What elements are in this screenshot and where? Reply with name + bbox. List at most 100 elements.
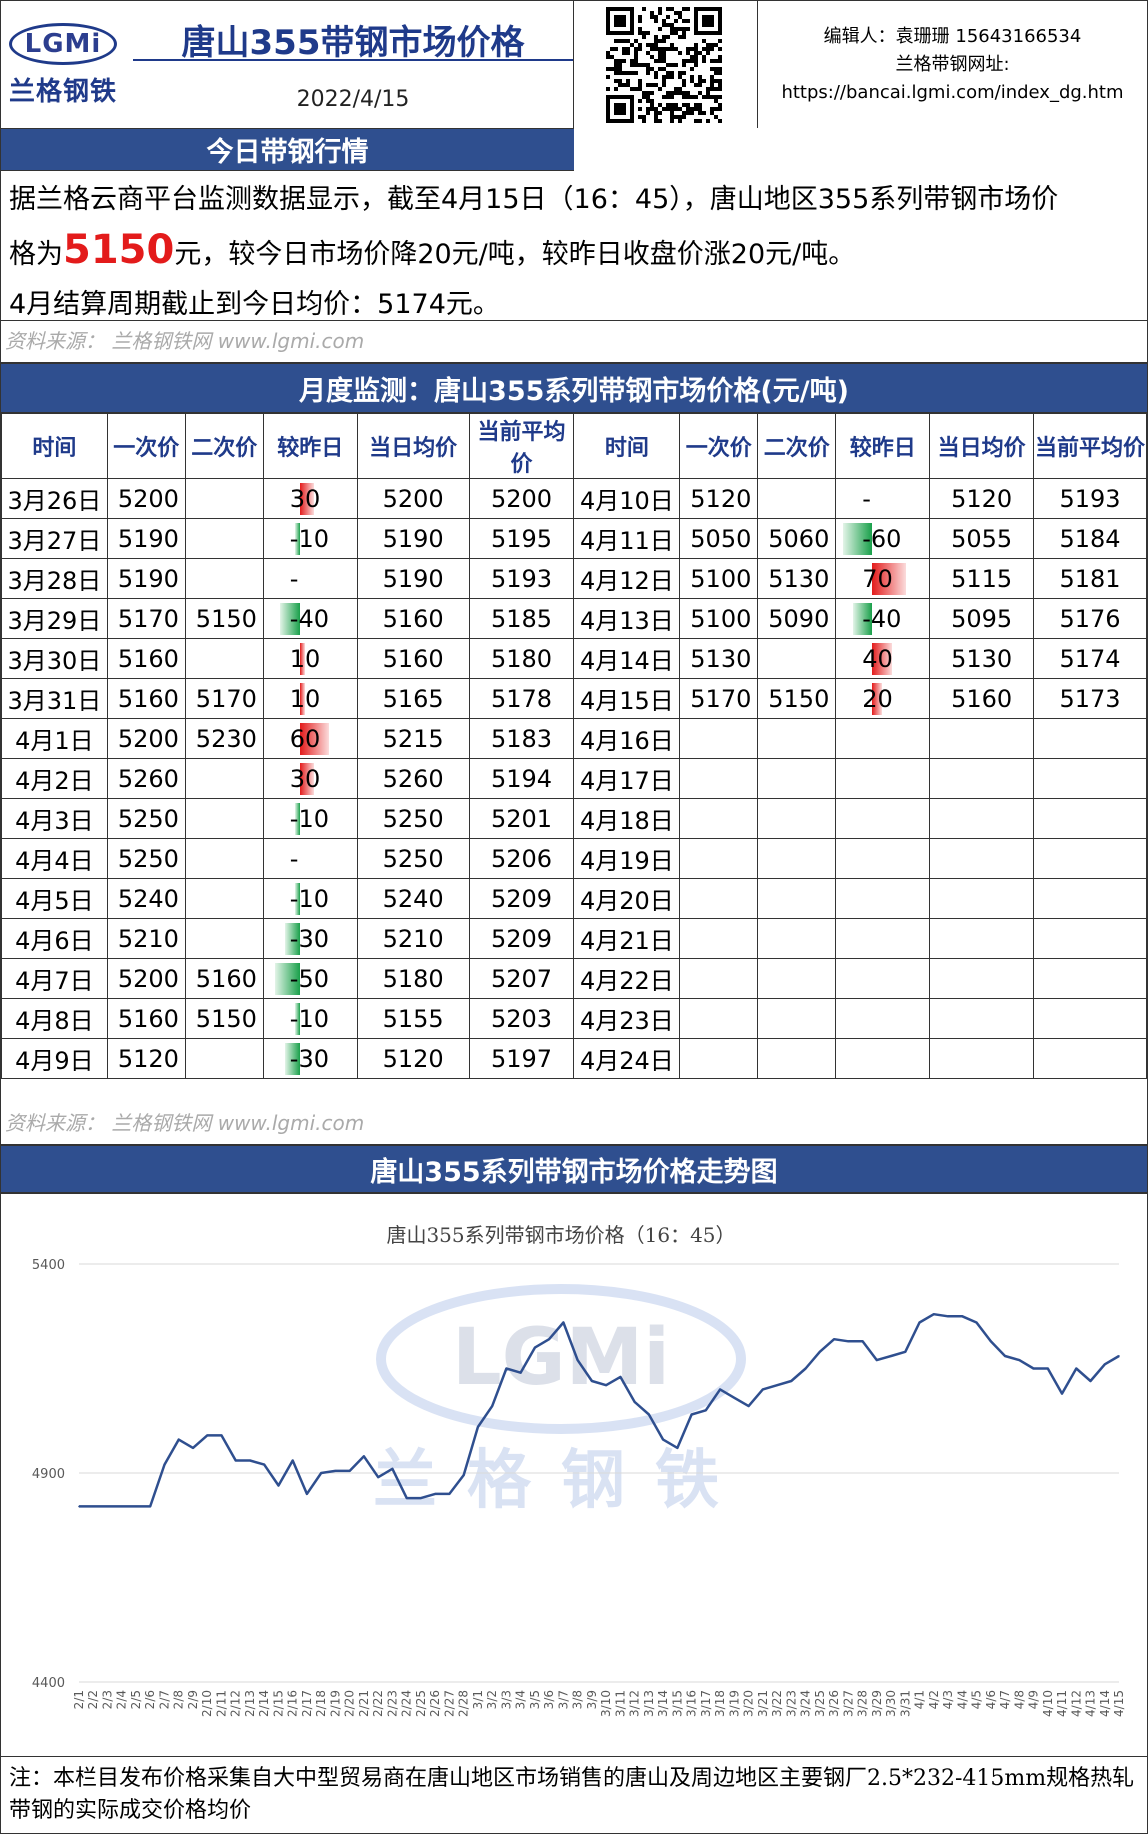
change-cell: 10 — [262, 638, 358, 679]
decrease-bar — [294, 883, 300, 915]
price-cell: 5130 — [679, 638, 759, 679]
change-cell: -40 — [262, 598, 358, 639]
date-cell: 4月19日 — [573, 838, 681, 879]
price-cell — [929, 998, 1035, 1039]
data-point — [420, 1497, 422, 1499]
decrease-bar — [852, 603, 873, 635]
data-point — [505, 1367, 508, 1370]
data-point — [92, 1505, 95, 1508]
change-cell: -10 — [262, 878, 358, 919]
change-cell: 30 — [262, 758, 358, 799]
change-value: -50 — [289, 964, 329, 993]
monthly-price-table: 时间 一次价 二次价 较昨日 当日均价 当前平均价 时间 一次价 二次价 较昨日 当日均价 当前平均价… — [1, 413, 1147, 1079]
table-row: 4月2日 5260 30 5260 5194 4月17日 — [1, 758, 1147, 799]
change-value: 70 — [862, 564, 893, 593]
x-tick-label: 3/20 — [742, 1690, 756, 1717]
price-cell: 5150 — [184, 998, 264, 1039]
x-tick-label: 2/13 — [243, 1690, 257, 1717]
x-tick-label: 4/10 — [1041, 1690, 1055, 1717]
price-cell: 5155 — [356, 998, 470, 1039]
price-cell: 5210 — [356, 918, 470, 959]
trend-chart-svg: LGMi 兰格钢铁 唐山355系列带钢市场价格（16：45） 4400 4900 5400… — [32, 1223, 1126, 1717]
date-cell: 4月24日 — [573, 1038, 681, 1079]
price-cell: 5195 — [468, 518, 575, 559]
price-cell: 5060 — [757, 518, 837, 559]
x-tick-label: 2/7 — [157, 1690, 171, 1709]
change-value: -10 — [289, 1004, 329, 1033]
x-tick-label: 2/17 — [300, 1690, 314, 1717]
data-point — [804, 1367, 807, 1370]
x-tick-label: 2/22 — [371, 1690, 385, 1717]
data-point — [847, 1340, 850, 1343]
change-cell: - — [835, 478, 931, 519]
footnote: 注：本栏目发布价格采集自大中型贸易商在唐山地区市场销售的唐山及周边地区主要钢厂2… — [9, 1766, 1135, 1823]
decrease-bar — [843, 523, 873, 555]
x-tick-label: 3/11 — [613, 1690, 627, 1717]
date-cell: 4月12日 — [573, 558, 681, 599]
data-point — [377, 1476, 379, 1478]
y-tick-label: 5400 — [32, 1258, 65, 1273]
data-point — [120, 1505, 123, 1508]
change-cell: 30 — [262, 478, 358, 519]
price-cell: 5160 — [106, 638, 186, 679]
x-tick-label: 3/28 — [856, 1690, 870, 1717]
site-url[interactable]: https://bancai.lgmi.com/index_dg.htm — [781, 82, 1124, 103]
price-cell: 5120 — [106, 1038, 186, 1079]
data-point — [291, 1459, 294, 1462]
price-cell — [184, 558, 264, 599]
chart-title: 唐山355系列带钢市场价格（16：45） — [386, 1223, 735, 1247]
data-point — [220, 1434, 223, 1437]
price-cell: 5250 — [106, 798, 186, 839]
decrease-bar — [285, 923, 300, 955]
logo-subtitle: 兰格钢铁 — [9, 77, 118, 107]
x-tick-label: 3/31 — [898, 1690, 912, 1717]
data-point — [1089, 1380, 1092, 1382]
change-cell: 70 — [835, 558, 931, 599]
x-tick-label: 3/3 — [499, 1690, 513, 1709]
price-cell — [184, 798, 264, 839]
data-point — [705, 1409, 707, 1412]
price-cell: 5206 — [468, 838, 575, 879]
price-cell: 5095 — [929, 598, 1035, 639]
change-value: 10 — [289, 644, 321, 673]
change-value: 40 — [862, 644, 893, 673]
data-point — [405, 1497, 408, 1499]
data-point — [434, 1493, 436, 1495]
x-tick-label: 4/14 — [1098, 1690, 1112, 1717]
table-row: 3月29日 5170 5150 -40 5160 5185 4月13日 5100 5090 -40… — [1, 598, 1147, 639]
change-value: -30 — [289, 924, 329, 953]
data-point — [648, 1413, 650, 1416]
decrease-bar — [285, 1043, 300, 1075]
data-point — [605, 1384, 607, 1387]
price-cell: 5200 — [106, 478, 186, 519]
x-tick-label: 2/14 — [257, 1690, 271, 1717]
table-row: 3月30日 5160 10 5160 5180 4月14日 5130 40 5130 5174 — [1, 638, 1147, 679]
price-cell — [757, 878, 837, 919]
data-point — [591, 1380, 593, 1382]
x-tick-label: 2/18 — [314, 1690, 328, 1717]
change-cell: 10 — [262, 678, 358, 719]
x-tick-label: 3/30 — [884, 1690, 898, 1717]
table-row: 3月26日 5200 30 5200 5200 4月10日 5120-5120 5193 — [1, 478, 1147, 519]
change-cell: 20 — [835, 678, 931, 719]
summary-line-2-post: 元，较今日市场价降20元/吨，较昨日收盘价涨20元/吨。 — [174, 239, 856, 270]
x-tick-label: 3/4 — [514, 1690, 528, 1709]
price-cell: 5201 — [468, 798, 575, 839]
x-tick-label: 4/11 — [1055, 1690, 1069, 1717]
price-cell — [757, 1038, 837, 1079]
x-tick-label: 3/12 — [628, 1690, 642, 1717]
price-cell: 5240 — [106, 878, 186, 919]
data-point — [1046, 1367, 1049, 1370]
table-header-cell: 当日均价 — [929, 413, 1035, 479]
editor-info: 编辑人：袁珊珊 15643166534 — [823, 26, 1082, 47]
change-cell — [835, 958, 931, 999]
x-tick-label: 4/2 — [927, 1690, 941, 1709]
today-band-title: 今日带钢行情 — [206, 137, 369, 168]
price-cell: 5180 — [356, 958, 470, 999]
data-point — [1103, 1363, 1106, 1366]
change-cell: 60 — [262, 718, 358, 759]
change-cell: -10 — [262, 998, 358, 1039]
data-point — [519, 1371, 522, 1374]
price-cell — [1033, 718, 1147, 759]
data-point — [562, 1321, 565, 1324]
